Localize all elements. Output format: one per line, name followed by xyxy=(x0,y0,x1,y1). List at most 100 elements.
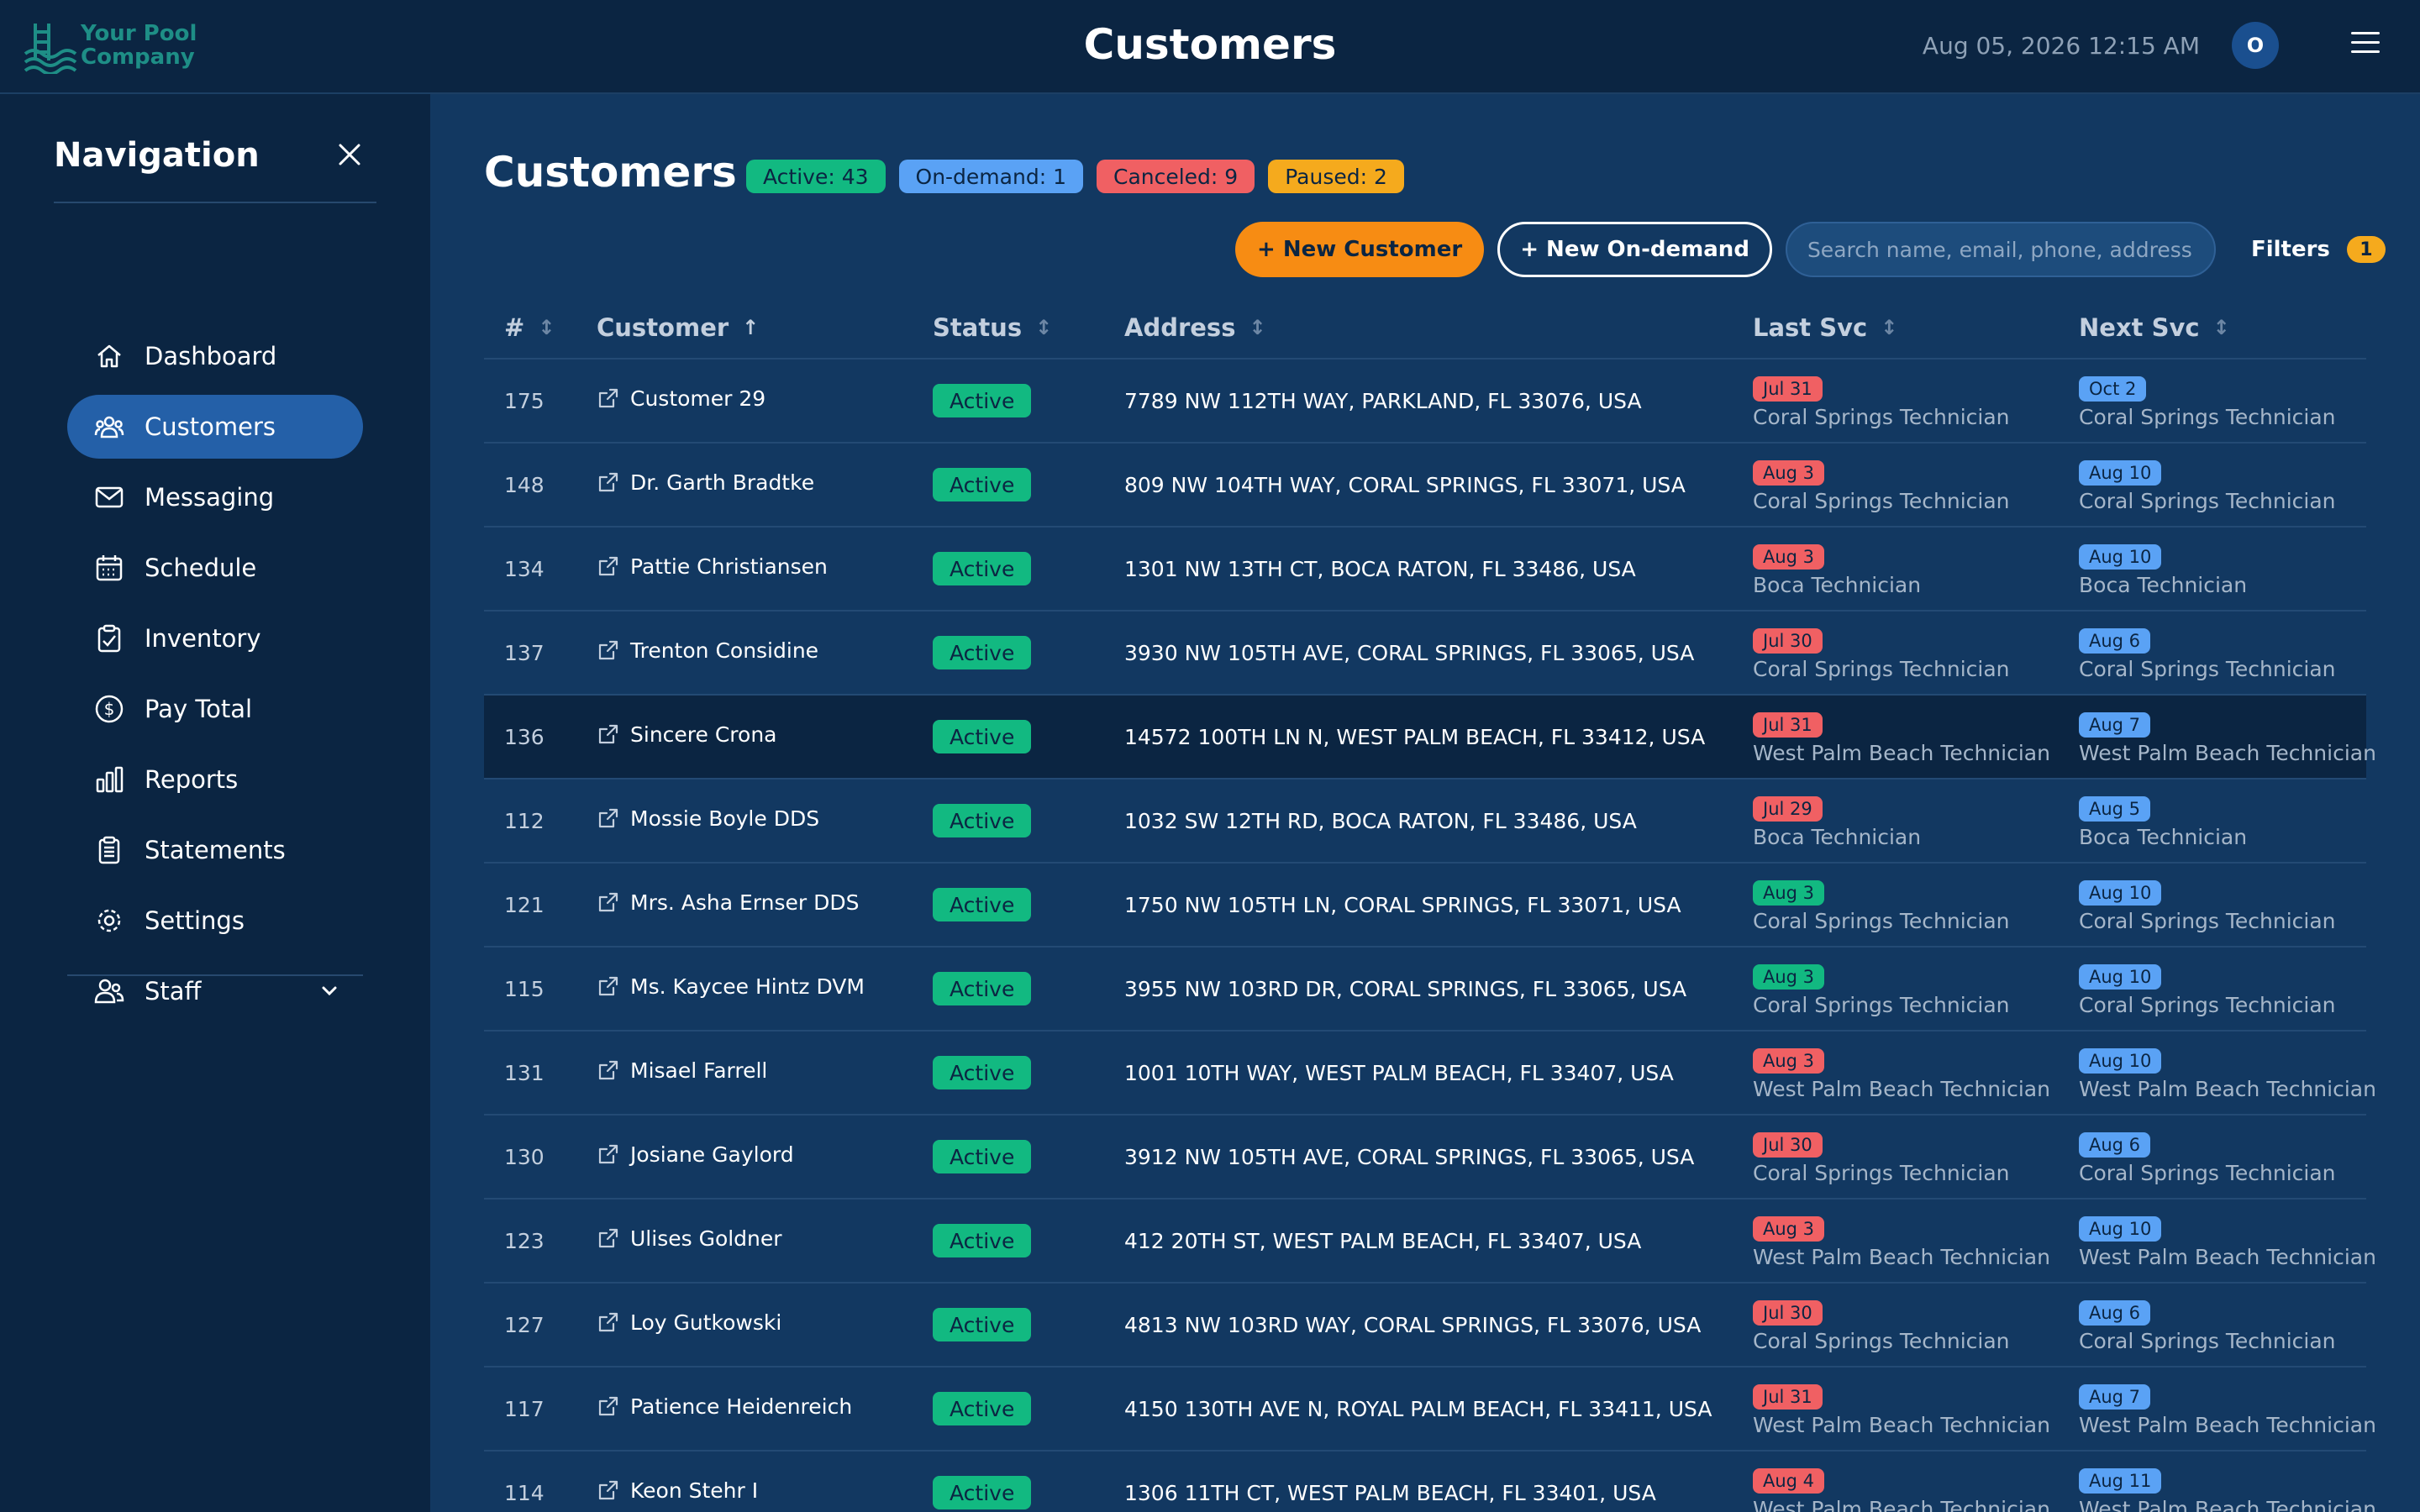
sidebar-item-pay-total[interactable]: $ Pay Total xyxy=(67,677,363,741)
next-service-technician: Coral Springs Technician xyxy=(2079,404,2336,429)
last-service-technician: Coral Springs Technician xyxy=(1753,488,2010,513)
status-badge: Active xyxy=(933,552,1032,585)
paused-count-badge[interactable]: Paused: 2 xyxy=(1268,160,1404,193)
close-icon[interactable] xyxy=(336,141,363,168)
customer-link[interactable]: Customer 29 xyxy=(597,386,933,411)
last-service-date-badge: Jul 31 xyxy=(1753,1383,1823,1410)
table-row[interactable]: 121 Mrs. Asha Ernser DDS Active 1750 NW … xyxy=(484,864,2366,948)
table-row[interactable]: 137 Trenton Considine Active 3930 NW 105… xyxy=(484,612,2366,696)
table-header: # ↕ Customer ↑ Status ↕ Address ↕ Last S… xyxy=(484,297,2366,360)
next-service: Aug 6 Coral Springs Technician xyxy=(2079,1299,2366,1353)
next-service-technician: West Palm Beach Technician xyxy=(2079,1496,2376,1512)
sidebar-item-dashboard[interactable]: Dashboard xyxy=(67,324,363,388)
column-header-last-service[interactable]: Last Svc ↕ xyxy=(1753,313,2079,342)
ondemand-count-badge[interactable]: On-demand: 1 xyxy=(898,160,1083,193)
customer-link[interactable]: Josiane Gaylord xyxy=(597,1142,933,1167)
customer-link[interactable]: Pattie Christiansen xyxy=(597,554,933,579)
next-service-date-badge: Aug 10 xyxy=(2079,459,2162,486)
table-row[interactable]: 123 Ulises Goldner Active 412 20TH ST, W… xyxy=(484,1200,2376,1284)
sidebar-item-label: Dashboard xyxy=(145,342,277,370)
table-row[interactable]: 148 Dr. Garth Bradtke Active 809 NW 104T… xyxy=(484,444,2366,528)
last-service-date-badge: Aug 3 xyxy=(1753,543,1825,570)
filters-button[interactable]: Filters 1 xyxy=(2251,236,2386,263)
customer-address: 1032 SW 12TH RD, BOCA RATON, FL 33486, U… xyxy=(1124,808,1637,833)
next-service-technician: Coral Springs Technician xyxy=(2079,908,2336,933)
new-ondemand-button[interactable]: + New On-demand xyxy=(1497,222,1772,277)
active-count-badge[interactable]: Active: 43 xyxy=(746,160,886,193)
row-number: 127 xyxy=(504,1312,544,1337)
sidebar-item-staff[interactable]: Staff xyxy=(67,959,363,1023)
row-number: 117 xyxy=(504,1396,544,1421)
sidebar-item-reports[interactable]: Reports xyxy=(67,748,363,811)
table-row[interactable]: 127 Loy Gutkowski Active 4813 NW 103RD W… xyxy=(484,1284,2366,1368)
column-header-address[interactable]: Address ↕ xyxy=(1124,313,1753,342)
column-header-next-service[interactable]: Next Svc ↕ xyxy=(2079,313,2366,342)
sidebar-item-inventory[interactable]: Inventory xyxy=(67,606,363,670)
sidebar-item-label: Settings xyxy=(145,906,245,935)
customer-name: Pattie Christiansen xyxy=(630,554,828,579)
customer-link[interactable]: Misael Farrell xyxy=(597,1058,933,1083)
next-service: Aug 10 Coral Springs Technician xyxy=(2079,963,2366,1017)
last-service-date-badge: Jul 30 xyxy=(1753,1131,1823,1158)
column-header-number[interactable]: # ↕ xyxy=(484,313,597,342)
customer-link[interactable]: Sincere Crona xyxy=(597,722,933,747)
customer-link[interactable]: Ulises Goldner xyxy=(597,1226,933,1251)
table-row[interactable]: 117 Patience Heidenreich Active 4150 130… xyxy=(484,1368,2376,1452)
customer-link[interactable]: Trenton Considine xyxy=(597,638,933,663)
next-service-date-badge: Aug 10 xyxy=(2079,1047,2162,1074)
new-customer-button[interactable]: + New Customer xyxy=(1235,222,1485,277)
table-row[interactable]: 134 Pattie Christiansen Active 1301 NW 1… xyxy=(484,528,2366,612)
customer-link[interactable]: Ms. Kaycee Hintz DVM xyxy=(597,974,933,999)
user-avatar[interactable]: O xyxy=(2232,22,2279,69)
next-service: Aug 7 West Palm Beach Technician xyxy=(2079,711,2376,765)
customer-link[interactable]: Mrs. Asha Ernser DDS xyxy=(597,890,933,915)
next-service: Aug 7 West Palm Beach Technician xyxy=(2079,1383,2376,1437)
next-service: Aug 10 Coral Springs Technician xyxy=(2079,459,2366,513)
customer-link[interactable]: Dr. Garth Bradtke xyxy=(597,470,933,495)
sidebar-item-settings[interactable]: Settings xyxy=(67,889,363,953)
sidebar-item-label: Schedule xyxy=(145,554,257,582)
next-service-date-badge: Aug 10 xyxy=(2079,879,2162,906)
row-number: 148 xyxy=(504,472,544,497)
next-service-date-badge: Aug 6 xyxy=(2079,627,2151,654)
customer-name: Keon Stehr I xyxy=(630,1478,759,1503)
search-input[interactable] xyxy=(1785,222,2216,277)
last-service: Jul 30 Coral Springs Technician xyxy=(1753,1131,2079,1185)
customer-link[interactable]: Patience Heidenreich xyxy=(597,1394,933,1419)
next-service-technician: Coral Springs Technician xyxy=(2079,1160,2336,1185)
last-service: Aug 3 Coral Springs Technician xyxy=(1753,963,2079,1017)
chevron-down-icon[interactable] xyxy=(319,981,339,1001)
column-header-customer[interactable]: Customer ↑ xyxy=(597,313,933,342)
next-service-date-badge: Aug 10 xyxy=(2079,1215,2162,1242)
next-service-technician: Coral Springs Technician xyxy=(2079,656,2336,681)
table-row[interactable]: 175 Customer 29 Active 7789 NW 112TH WAY… xyxy=(484,360,2366,444)
next-service-technician: West Palm Beach Technician xyxy=(2079,1244,2376,1269)
customer-link[interactable]: Mossie Boyle DDS xyxy=(597,806,933,831)
table-row[interactable]: 130 Josiane Gaylord Active 3912 NW 105TH… xyxy=(484,1116,2366,1200)
canceled-count-badge[interactable]: Canceled: 9 xyxy=(1096,160,1255,193)
last-service-date-badge: Aug 3 xyxy=(1753,963,1825,990)
last-service-date-badge: Jul 31 xyxy=(1753,375,1823,402)
last-service-date-badge: Jul 30 xyxy=(1753,1299,1823,1326)
sidebar-item-customers[interactable]: Customers xyxy=(67,395,363,459)
sidebar-item-messaging[interactable]: Messaging xyxy=(67,465,363,529)
company-logo[interactable]: Your Pool Company xyxy=(24,17,197,74)
column-header-status[interactable]: Status ↕ xyxy=(933,313,1124,342)
table-row[interactable]: 115 Ms. Kaycee Hintz DVM Active 3955 NW … xyxy=(484,948,2366,1032)
table-row[interactable]: 136 Sincere Crona Active 14572 100TH LN … xyxy=(484,696,2376,780)
home-icon xyxy=(94,341,124,371)
table-row[interactable]: 114 Keon Stehr I Active 1306 11TH CT, WE… xyxy=(484,1452,2376,1512)
next-service-technician: Boca Technician xyxy=(2079,824,2248,849)
table-row[interactable]: 131 Misael Farrell Active 1001 10TH WAY,… xyxy=(484,1032,2376,1116)
hamburger-menu-icon[interactable] xyxy=(2351,32,2380,59)
customer-link[interactable]: Keon Stehr I xyxy=(597,1478,933,1503)
sidebar-item-schedule[interactable]: Schedule xyxy=(67,536,363,600)
sidebar-item-statements[interactable]: Statements xyxy=(67,818,363,882)
table-row[interactable]: 112 Mossie Boyle DDS Active 1032 SW 12TH… xyxy=(484,780,2366,864)
customer-name: Sincere Crona xyxy=(630,722,777,747)
last-service-date-badge: Aug 3 xyxy=(1753,1215,1825,1242)
column-label: Next Svc xyxy=(2079,313,2200,342)
current-datetime: Aug 05, 2026 12:15 AM xyxy=(1922,32,2200,60)
customers-toolbar: + New Customer + New On-demand Filters 1 xyxy=(1235,222,2386,277)
customer-link[interactable]: Loy Gutkowski xyxy=(597,1310,933,1335)
